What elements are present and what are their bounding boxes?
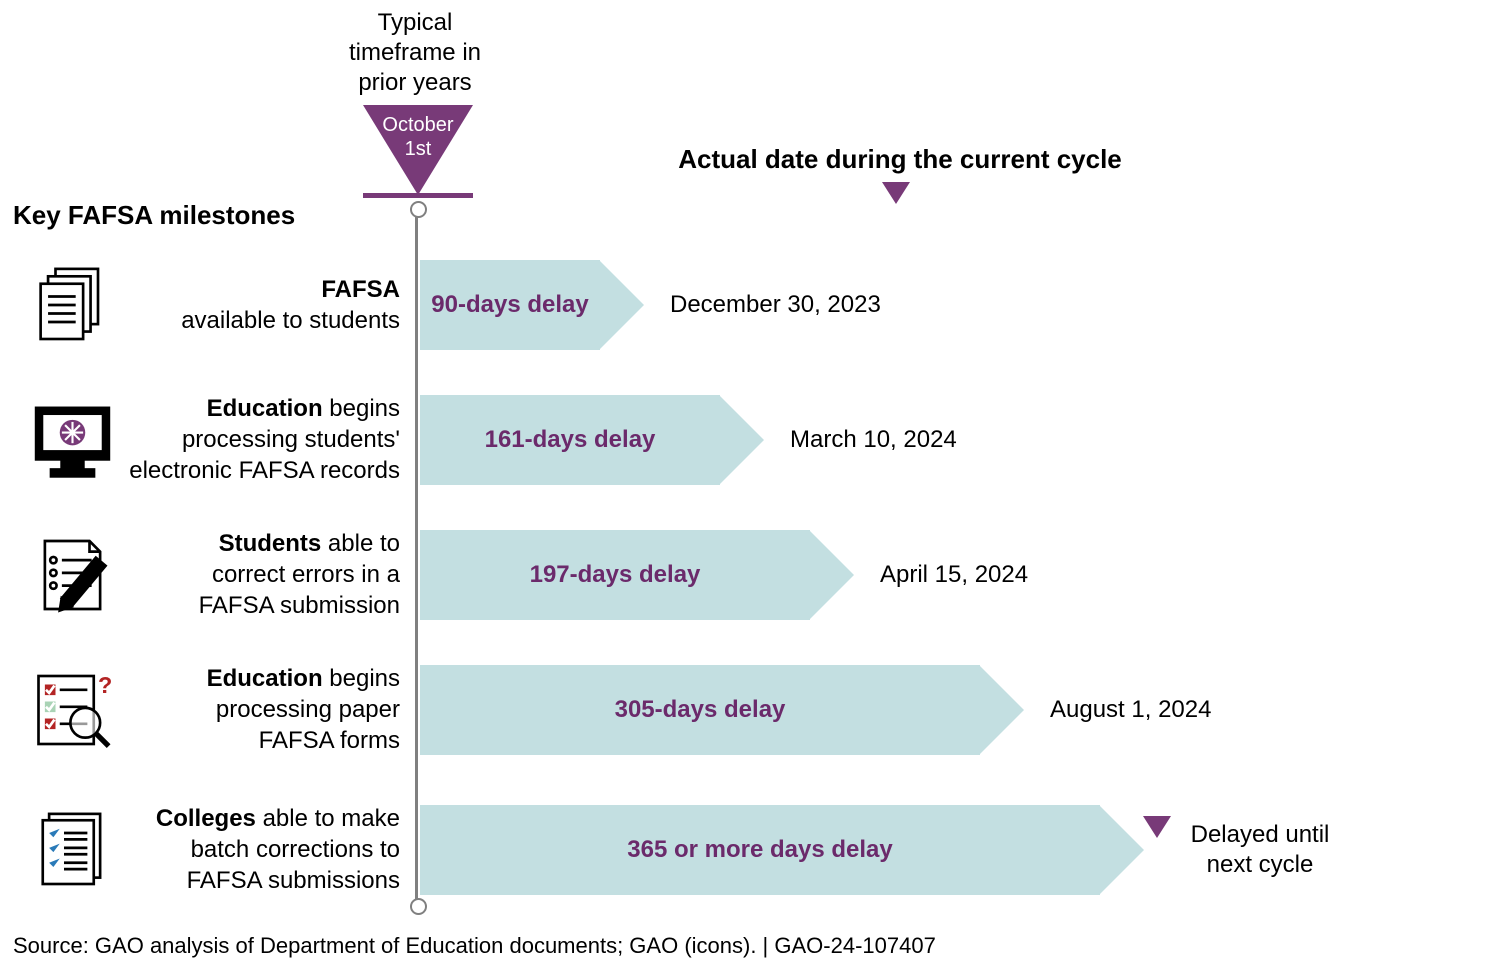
milestone-row: FAFSA available to students 90-days dela…: [0, 250, 1501, 360]
milestone-row: Education begins processing students' el…: [0, 385, 1501, 495]
delay-text: 365 or more days delay: [627, 836, 892, 864]
milestone-bold: Education: [207, 395, 323, 422]
delay-arrow: 90-days delay: [420, 260, 600, 350]
milestone-row: Colleges able to make batch corrections …: [0, 795, 1501, 905]
delay-text: 305-days delay: [615, 696, 786, 724]
milestone-label: FAFSA available to students: [120, 274, 400, 336]
oct-l1: October: [382, 114, 453, 136]
milestone-row: ? Education begins processing paper FAFS…: [0, 655, 1501, 765]
milestone-label: Colleges able to make batch corrections …: [120, 803, 400, 897]
milestone-bold: FAFSA: [321, 276, 400, 303]
actual-marker-top-icon: [882, 182, 910, 204]
checklist-icon: [30, 808, 115, 893]
oct-l2: 1st: [405, 138, 432, 160]
source-line: Source: GAO analysis of Department of Ed…: [13, 933, 936, 959]
october-marker: October 1st: [358, 105, 478, 195]
milestone-bold: Education: [207, 665, 323, 692]
actual-date: Delayed until next cycle: [1170, 820, 1350, 880]
delay-arrow: 161-days delay: [420, 395, 720, 485]
milestone-label: Education begins processing paper FAFSA …: [120, 663, 400, 757]
pen-paper-icon: [30, 533, 115, 618]
milestone-bold: Colleges: [156, 805, 256, 832]
actual-date: August 1, 2024: [1050, 695, 1211, 725]
typical-l3: prior years: [358, 69, 471, 96]
actual-date-heading: Actual date during the current cycle: [640, 143, 1160, 176]
delay-text: 197-days delay: [530, 561, 701, 589]
actual-date: April 15, 2024: [880, 560, 1028, 590]
checklist-magnifier-icon: ?: [30, 668, 115, 753]
delay-arrow: 197-days delay: [420, 530, 810, 620]
monitor-icon: [30, 398, 115, 483]
delay-text: 90-days delay: [431, 291, 588, 319]
typical-timeframe-label: Typical timeframe in prior years: [325, 8, 505, 98]
key-milestones-heading: Key FAFSA milestones: [13, 200, 295, 231]
milestone-row: Students able to correct errors in a FAF…: [0, 520, 1501, 630]
documents-icon: [30, 263, 115, 348]
delay-arrow: 365 or more days delay: [420, 805, 1100, 895]
typical-l2: timeframe in: [349, 39, 481, 66]
svg-text:?: ?: [98, 672, 112, 698]
milestone-bold: Students: [219, 530, 322, 557]
milestone-label: Students able to correct errors in a FAF…: [120, 528, 400, 622]
typical-l1: Typical: [378, 9, 453, 36]
actual-date: March 10, 2024: [790, 425, 957, 455]
actual-date: December 30, 2023: [670, 290, 881, 320]
milestone-label: Education begins processing students' el…: [120, 393, 400, 487]
delay-text: 161-days delay: [485, 426, 656, 454]
delay-arrow: 305-days delay: [420, 665, 980, 755]
